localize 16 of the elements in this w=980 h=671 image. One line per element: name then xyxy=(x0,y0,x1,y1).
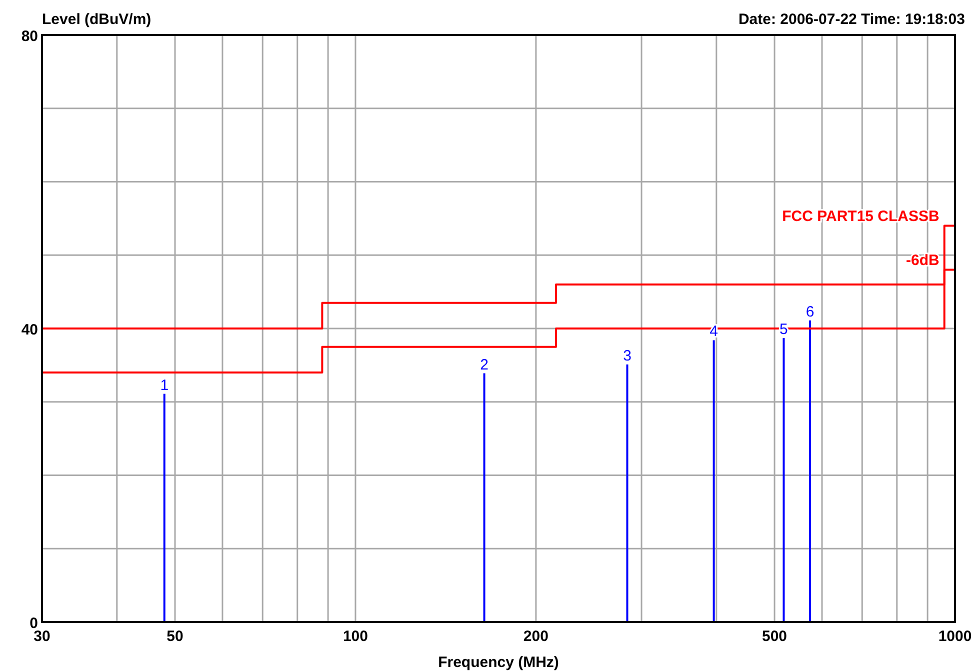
x-tick-label: 1000 xyxy=(938,628,972,645)
series-label: FCC PART15 CLASSB xyxy=(782,208,940,225)
x-tick-label: 50 xyxy=(166,628,184,645)
y-tick-label: 80 xyxy=(21,28,38,45)
annotation: 3 xyxy=(623,347,632,364)
series-label: -6dB xyxy=(906,252,940,269)
y-axis-title: Level (dBuV/m) xyxy=(42,11,152,28)
x-axis-title: Frequency (MHz) xyxy=(438,654,559,671)
y-tick-label: 40 xyxy=(21,322,38,338)
x-tick-label: 200 xyxy=(523,628,548,645)
x-tick-label: 500 xyxy=(762,628,788,645)
annotation: 1 xyxy=(160,376,169,394)
annotation: 2 xyxy=(480,356,488,374)
text: Date: 2006-07-22 Time: 19:18:03 xyxy=(738,11,965,28)
x-tick-label: 100 xyxy=(342,628,368,645)
annotation: 6 xyxy=(806,303,814,320)
